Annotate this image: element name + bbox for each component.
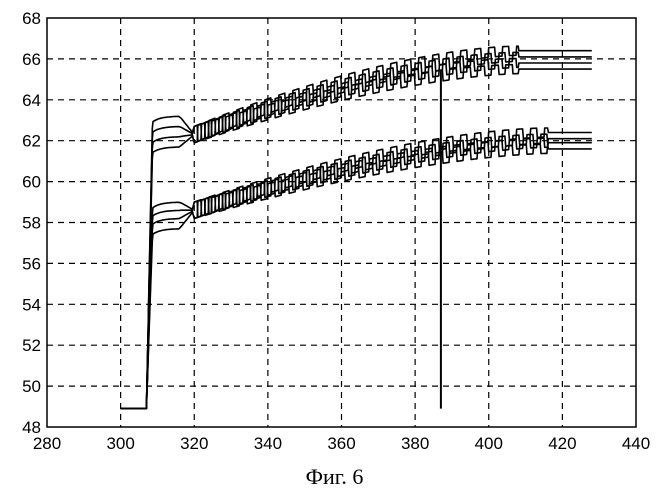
lower-series-line-3: [121, 138, 592, 408]
x-tick-label: 440: [622, 434, 650, 453]
upper-series-line-4: [121, 65, 592, 409]
figure-caption: Фиг. 6: [0, 464, 669, 490]
y-tick-label: 66: [22, 50, 41, 69]
upper-series-line-2: [121, 52, 592, 408]
y-tick-label: 52: [22, 336, 41, 355]
lower-series-line-2: [121, 134, 592, 408]
x-tick-label: 300: [106, 434, 134, 453]
series-lines: [121, 46, 592, 408]
x-tick-label: 400: [475, 434, 503, 453]
y-tick-label: 64: [22, 91, 41, 110]
lower-series-line-4: [121, 144, 592, 408]
y-tick-label: 56: [22, 254, 41, 273]
x-tick-label: 340: [254, 434, 282, 453]
x-tick-label: 360: [327, 434, 355, 453]
x-tick-label: 420: [548, 434, 576, 453]
y-tick-label: 58: [22, 214, 41, 233]
line-chart: 2803003203403603804004204404850525456586…: [0, 0, 669, 460]
y-tick-label: 62: [22, 132, 41, 151]
x-tick-label: 320: [180, 434, 208, 453]
lower-series-line-1: [121, 128, 592, 409]
upper-series-line-3: [121, 59, 592, 409]
x-tick-label: 380: [401, 434, 429, 453]
upper-series-line-1: [121, 46, 592, 408]
y-tick-label: 50: [22, 377, 41, 396]
y-tick-label: 68: [22, 9, 41, 28]
y-tick-label: 60: [22, 173, 41, 192]
y-tick-label: 54: [22, 295, 41, 314]
y-tick-label: 48: [22, 418, 41, 437]
